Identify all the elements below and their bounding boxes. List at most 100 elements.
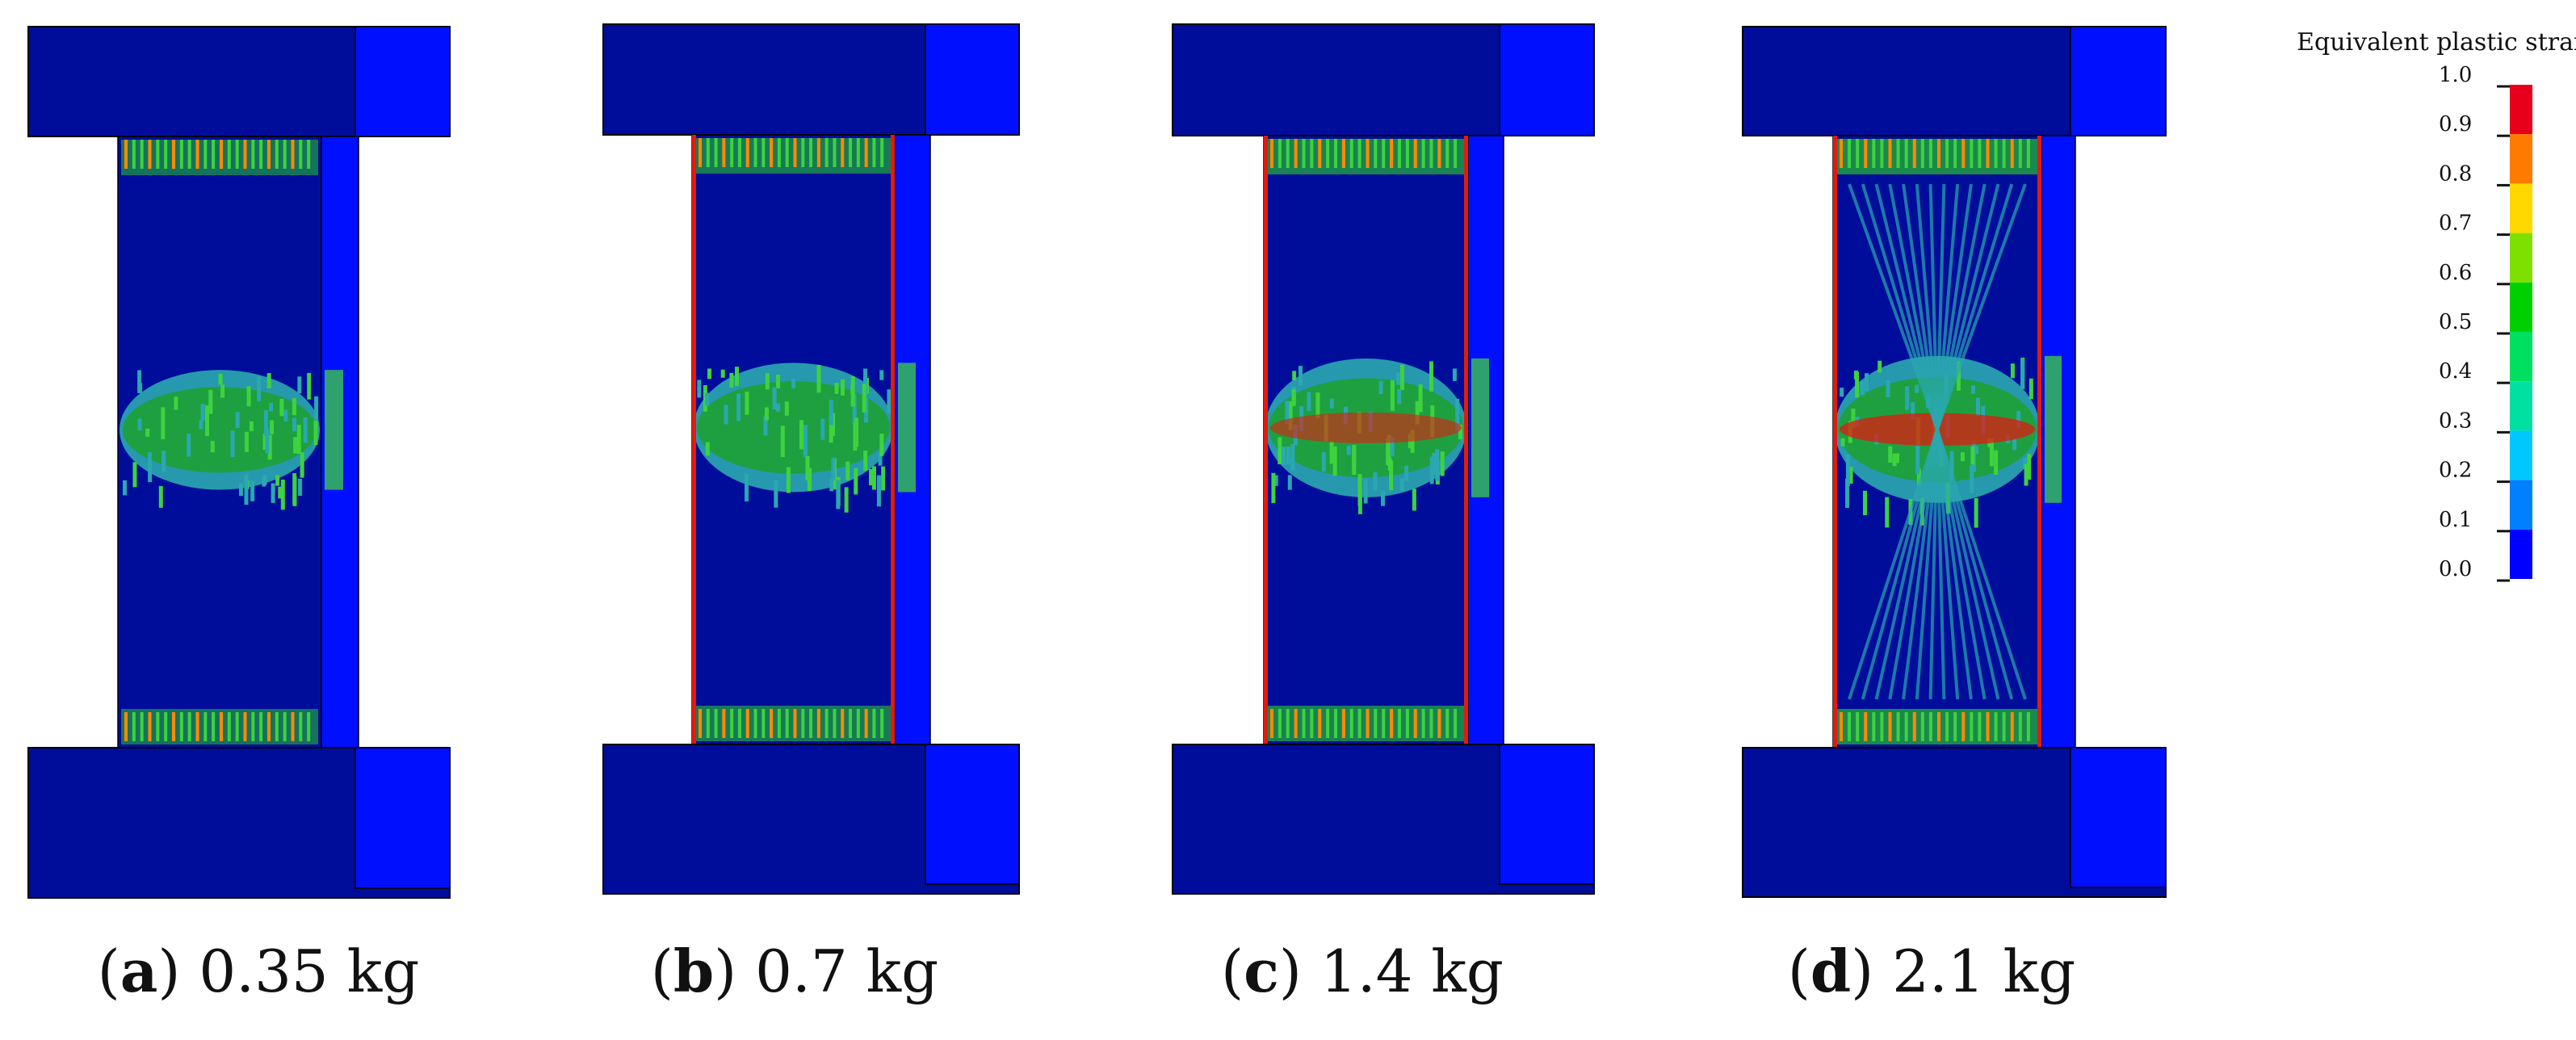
caption-b: (b) 0.7 kg xyxy=(536,937,1053,1005)
crack-mark-a xyxy=(158,485,163,508)
crack-mark-d xyxy=(1970,464,1974,493)
edge-spike-c xyxy=(1302,709,1306,738)
crack-mark-c xyxy=(1287,475,1292,490)
crack-mark-c xyxy=(1429,456,1434,484)
crack-mark-b xyxy=(869,468,874,486)
crack-mark-d xyxy=(1960,452,1965,462)
lower-crack-d xyxy=(1848,429,1939,700)
crack-mark-a xyxy=(239,483,244,497)
crack-mark-c xyxy=(1429,361,1434,392)
crack-mark-d xyxy=(1888,446,1893,463)
crack-mark-d xyxy=(1911,402,1915,420)
crack-mark-a xyxy=(292,472,297,505)
edge-spike-b xyxy=(737,138,741,167)
legend-swatch-2 xyxy=(2510,183,2532,233)
crack-mark-d xyxy=(2010,363,2015,379)
caption-a-open: ( xyxy=(97,937,120,1005)
edge-spike-d xyxy=(1904,712,1908,741)
crack-mark-a xyxy=(199,419,203,430)
crack-mark-a xyxy=(235,412,240,429)
edge-spike-c xyxy=(1382,139,1386,168)
crack-mark-d xyxy=(1853,371,1858,380)
crack-mark-c xyxy=(1346,445,1351,455)
edge-spike-a xyxy=(172,712,175,741)
edge-spike-d xyxy=(1840,139,1843,168)
edge-spike-c xyxy=(1437,139,1441,168)
crack-mark-a xyxy=(262,434,267,451)
crack-mark-c xyxy=(1315,392,1320,418)
edge-spike-b xyxy=(793,709,797,738)
crack-mark-a xyxy=(145,428,150,437)
caption-a-close: ) xyxy=(157,937,181,1005)
crack-mark-b xyxy=(720,369,725,378)
edge-spike-d xyxy=(2018,139,2022,168)
edge-spike-a xyxy=(132,712,136,741)
legend-swatch-7 xyxy=(2510,430,2532,480)
edge-spike-a xyxy=(148,140,152,169)
crack-mark-b xyxy=(780,426,785,458)
edge-spike-b xyxy=(841,138,845,167)
caption-c-value: 1.4 kg xyxy=(1319,937,1504,1005)
edge-spike-c xyxy=(1398,139,1401,168)
legend-title: Equivalent plastic strain xyxy=(2297,28,2576,57)
crack-mark-a xyxy=(275,475,280,486)
crack-mark-d xyxy=(1989,438,1994,467)
edge-spike-b xyxy=(699,138,702,167)
crack-mark-d xyxy=(1865,373,1869,392)
edge-spike-d xyxy=(1994,712,1998,741)
bottom-block-side-a xyxy=(355,747,451,889)
crack-mark-b xyxy=(845,461,850,480)
edge-spike-c xyxy=(1318,139,1322,168)
legend-tick-label: 1.0 xyxy=(2439,63,2472,87)
edge-spike-c xyxy=(1445,139,1450,168)
edge-spike-a xyxy=(164,712,168,741)
crack-mark-c xyxy=(1281,447,1286,466)
caption-b-value: 0.7 kg xyxy=(755,937,939,1005)
lower-crack-d xyxy=(1915,429,1939,700)
edge-spike-b xyxy=(864,709,868,738)
edge-spike-b xyxy=(706,138,710,167)
crack-mark-a xyxy=(174,396,178,410)
edge-spike-c xyxy=(1341,709,1345,738)
crack-mark-c xyxy=(1278,437,1282,464)
crack-mark-d xyxy=(1895,453,1900,463)
lower-crack-d xyxy=(1902,429,1939,700)
legend-swatch-3 xyxy=(2510,233,2532,283)
crack-mark-c xyxy=(1390,437,1395,456)
crack-mark-a xyxy=(266,373,271,388)
legend-swatch-0 xyxy=(2510,85,2532,135)
specimen-a xyxy=(27,26,451,899)
lower-crack-d xyxy=(1928,429,1939,700)
crack-mark-c xyxy=(1440,451,1445,476)
legend-swatch-1 xyxy=(2510,134,2532,184)
crack-mark-c xyxy=(1298,366,1303,386)
crack-mark-d xyxy=(2024,463,2028,486)
edge-spike-d xyxy=(1945,712,1949,741)
crack-mark-a xyxy=(279,399,284,417)
crack-mark-a xyxy=(123,480,128,496)
bottom-block-side-d xyxy=(2070,747,2167,888)
edge-spike-b xyxy=(824,138,829,167)
crack-mark-c xyxy=(1410,430,1415,453)
edge-spike-a xyxy=(148,712,152,741)
crack-mark-b xyxy=(863,450,868,471)
edge-spike-b xyxy=(849,138,853,167)
edge-spike-a xyxy=(179,140,183,169)
edge-spike-d xyxy=(1912,712,1916,741)
caption-d: (d) 2.1 kg xyxy=(1673,937,2190,1005)
crack-mark-d xyxy=(1970,385,1975,394)
edge-spike-c xyxy=(1318,709,1322,738)
edge-spike-c xyxy=(1357,139,1361,168)
left-edge-strain-b xyxy=(692,135,696,744)
crack-mark-b xyxy=(791,378,796,388)
edge-spike-c xyxy=(1390,709,1394,738)
side-face-damage-c xyxy=(1471,358,1489,497)
edge-spike-a xyxy=(227,712,231,741)
crack-mark-b xyxy=(736,393,741,421)
crack-mark-b xyxy=(705,442,710,456)
crack-mark-b xyxy=(881,466,886,491)
crack-mark-d xyxy=(1877,360,1882,373)
left-edge-strain-c xyxy=(1264,136,1268,744)
edge-spike-b xyxy=(809,138,813,167)
edge-spike-b xyxy=(722,709,726,738)
